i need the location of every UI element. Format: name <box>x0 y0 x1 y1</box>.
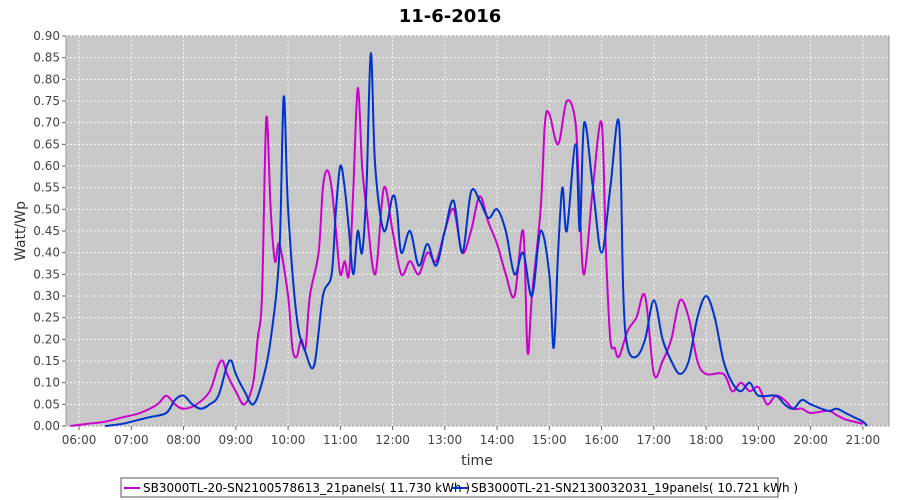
y-tick-label: 0.60 <box>33 159 60 173</box>
x-axis-ticks: 06:00 07:00 08:00 09:00 10:00 11:00 12:00 13:00… <box>62 426 880 447</box>
x-tick-label: 10:00 <box>271 433 306 447</box>
x-tick-label: 14:00 <box>480 433 515 447</box>
y-tick-label: 0.15 <box>33 354 60 368</box>
legend-label-1: SB3000TL-20-SN2100578613_21panels( 11.73… <box>143 481 470 495</box>
x-tick-label: 16:00 <box>584 433 619 447</box>
y-tick-label: 0.55 <box>33 181 60 195</box>
y-tick-label: 0.35 <box>33 267 60 281</box>
x-tick-label: 17:00 <box>637 433 672 447</box>
plot-area <box>65 35 890 427</box>
x-axis-label: time <box>461 453 493 469</box>
series-line-2 <box>105 52 868 427</box>
legend-box <box>120 477 779 498</box>
y-tick-label: 0.00 <box>33 419 60 433</box>
y-tick-label: 0.10 <box>33 376 60 390</box>
y-tick-label: 0.25 <box>33 311 60 325</box>
y-tick-label: 0.05 <box>33 397 60 411</box>
series-group <box>70 52 868 427</box>
y-tick-label: 0.20 <box>33 332 60 346</box>
x-tick-label: 18:00 <box>689 433 724 447</box>
chart-title: 11-6-2016 <box>399 6 502 27</box>
x-tick-label: 07:00 <box>114 433 149 447</box>
x-tick-label: 06:00 <box>62 433 97 447</box>
x-tick-label: 13:00 <box>428 433 463 447</box>
x-tick-label: 15:00 <box>532 433 567 447</box>
y-axis-ticks: 0.00 0.05 0.10 0.15 0.20 0.25 0.30 0.35 0.40 0.45… <box>33 29 66 433</box>
y-tick-label: 0.75 <box>33 94 60 108</box>
grid-lines <box>66 35 889 427</box>
y-tick-label: 0.85 <box>33 51 60 65</box>
y-tick-label: 0.30 <box>33 289 60 303</box>
x-tick-label: 19:00 <box>741 433 776 447</box>
x-tick-label: 11:00 <box>323 433 358 447</box>
y-tick-label: 0.70 <box>33 116 60 130</box>
y-tick-label: 0.65 <box>33 137 60 151</box>
y-tick-label: 0.45 <box>33 224 60 238</box>
y-tick-label: 0.90 <box>33 29 60 43</box>
series-line-1 <box>70 86 864 427</box>
legend: SB3000TL-20-SN2100578613_21panels( 11.73… <box>120 477 798 498</box>
x-tick-label: 08:00 <box>166 433 201 447</box>
y-tick-label: 0.80 <box>33 72 60 86</box>
x-tick-label: 12:00 <box>375 433 410 447</box>
x-tick-label: 09:00 <box>219 433 254 447</box>
y-tick-label: 0.50 <box>33 202 60 216</box>
y-tick-label: 0.40 <box>33 246 60 260</box>
x-tick-label: 21:00 <box>846 433 881 447</box>
x-tick-label: 20:00 <box>793 433 828 447</box>
legend-label-2: SB3000TL-21-SN2130032031_19panels( 10.72… <box>471 481 798 495</box>
y-axis-label: Watt/Wp <box>13 201 29 261</box>
